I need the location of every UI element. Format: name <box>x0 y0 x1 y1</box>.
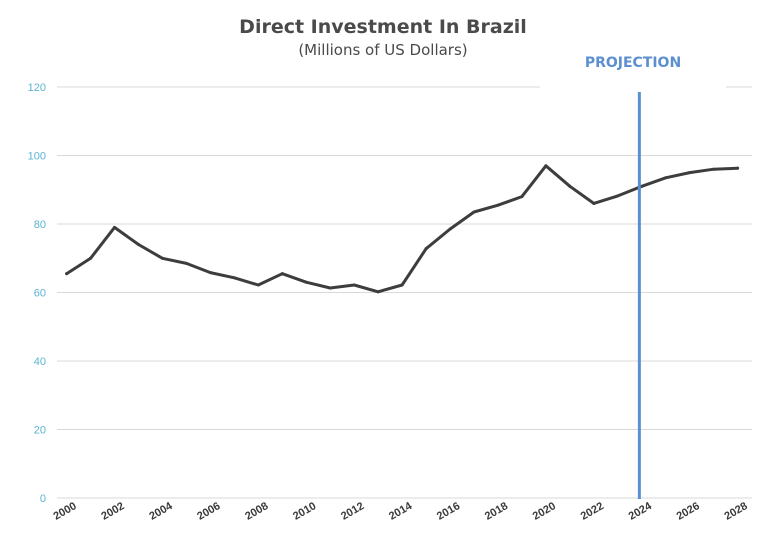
data-point <box>280 272 284 276</box>
x-tick-label: 2018 <box>483 500 510 523</box>
x-tick-label: 2002 <box>99 500 126 523</box>
data-point <box>472 210 476 214</box>
x-tick-label: 2022 <box>579 500 606 523</box>
data-point <box>424 247 428 251</box>
data-point <box>208 271 212 275</box>
data-point <box>256 283 260 287</box>
series-line-0 <box>65 164 740 294</box>
x-tick-label: 2024 <box>627 500 655 523</box>
x-tick-label: 2016 <box>435 500 462 523</box>
y-tick-label: 60 <box>34 288 46 300</box>
data-point <box>304 280 308 284</box>
projection-label: PROJECTION <box>585 55 681 71</box>
data-point <box>376 290 380 294</box>
x-tick-label: 2028 <box>723 500 750 523</box>
y-tick-label: 120 <box>28 82 46 94</box>
data-point <box>136 243 140 247</box>
chart-title: Direct Investment In Brazil <box>239 16 527 38</box>
data-point <box>616 194 620 198</box>
data-point <box>568 184 572 188</box>
x-tick-label: 2004 <box>147 500 175 523</box>
projection-label-backdrop <box>540 74 726 94</box>
grid-lines <box>57 86 752 499</box>
data-point <box>736 166 740 170</box>
series-layer <box>65 164 740 294</box>
data-point <box>688 171 692 175</box>
x-tick-label: 2008 <box>243 500 270 523</box>
data-point <box>184 261 188 265</box>
data-point <box>352 283 356 287</box>
data-point <box>592 201 596 205</box>
data-point <box>520 195 524 199</box>
x-tick-label: 2014 <box>387 500 415 523</box>
x-tick-label: 2006 <box>195 500 222 523</box>
data-point <box>448 227 452 231</box>
projection-annotation: PROJECTION <box>540 55 726 499</box>
y-tick-label: 0 <box>40 493 46 505</box>
data-point <box>113 225 117 229</box>
y-tick-label: 100 <box>28 151 46 163</box>
x-tick-label: 2026 <box>675 500 702 523</box>
data-point <box>664 176 668 180</box>
chart-subtitle: (Millions of US Dollars) <box>298 41 467 59</box>
x-tick-label: 2020 <box>531 500 558 523</box>
data-point <box>400 283 404 287</box>
x-axis-ticks: 2000 2002 2004 2006 2008 2010 2012 2014 2016 2018… <box>51 500 749 523</box>
data-point <box>544 164 548 168</box>
data-point <box>65 272 69 276</box>
x-tick-label: 2010 <box>291 500 318 523</box>
data-point <box>712 167 716 171</box>
y-tick-label: 80 <box>34 219 46 231</box>
x-tick-label: 2000 <box>51 500 78 523</box>
data-point <box>496 203 500 207</box>
y-axis-ticks: 0 20 40 60 80 100 120 <box>28 82 46 505</box>
y-tick-label: 20 <box>34 425 46 437</box>
x-tick-label: 2012 <box>339 500 366 523</box>
data-point <box>160 256 164 260</box>
data-point <box>232 276 236 280</box>
data-point <box>328 286 332 290</box>
data-point <box>89 256 93 260</box>
y-tick-label: 40 <box>34 356 46 368</box>
data-point <box>640 184 644 188</box>
